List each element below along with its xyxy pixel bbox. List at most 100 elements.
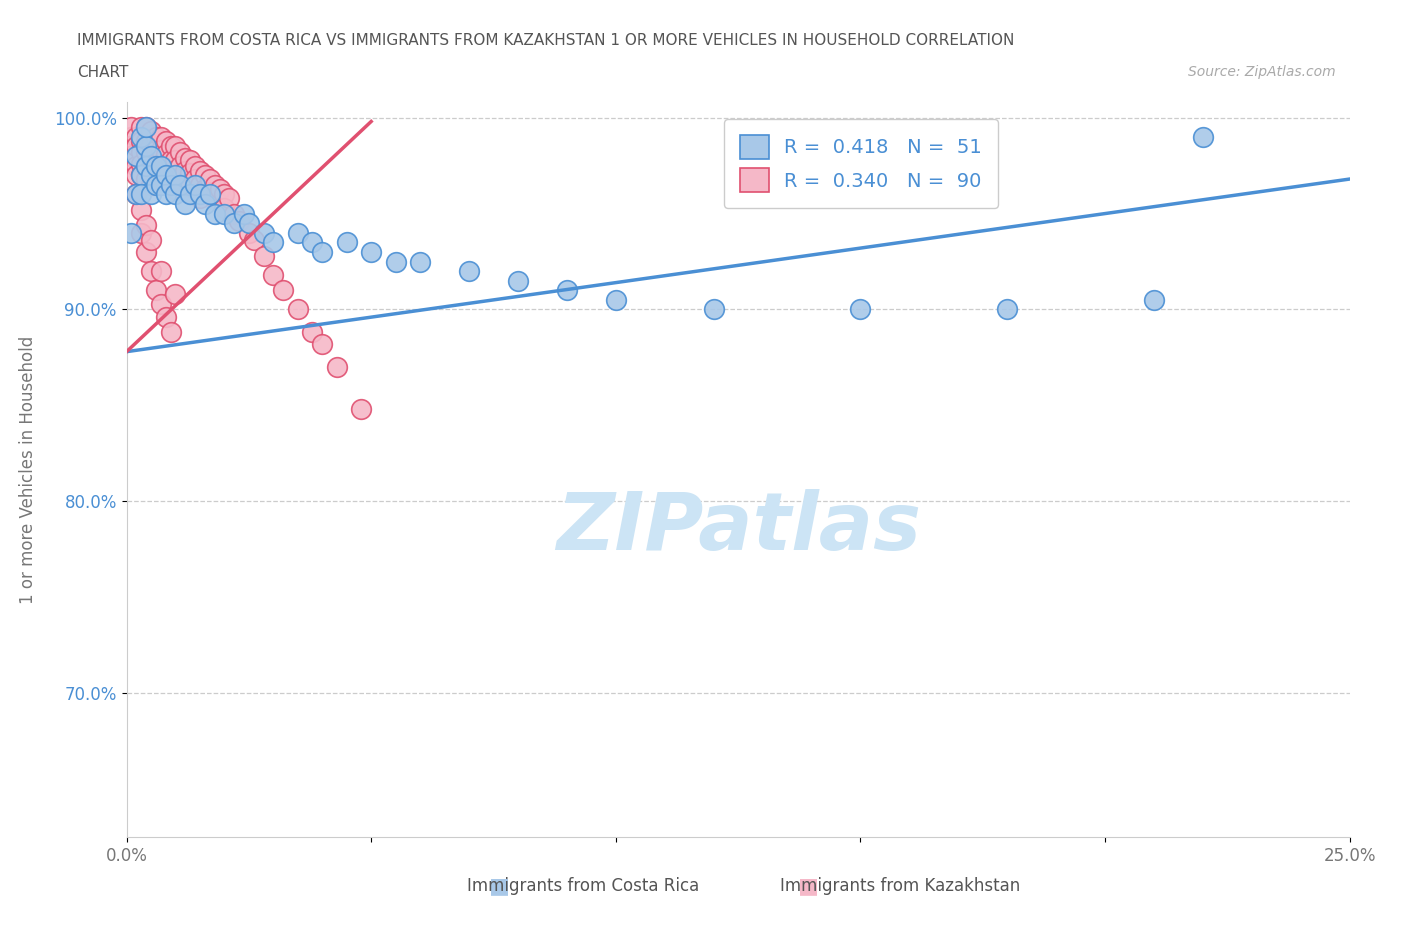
Point xyxy=(169,158,191,173)
Text: IMMIGRANTS FROM COSTA RICA VS IMMIGRANTS FROM KAZAKHSTAN 1 OR MORE VEHICLES IN H: IMMIGRANTS FROM COSTA RICA VS IMMIGRANTS… xyxy=(77,33,1015,47)
Point xyxy=(165,167,187,182)
Point xyxy=(125,187,148,202)
Point xyxy=(271,283,294,298)
Point xyxy=(165,153,187,167)
Point xyxy=(287,302,309,317)
Point xyxy=(165,187,187,202)
Point xyxy=(174,151,197,166)
Point xyxy=(1192,129,1215,144)
Point xyxy=(409,254,432,269)
Text: ZIPatlas: ZIPatlas xyxy=(555,489,921,567)
Point xyxy=(301,235,323,250)
Point xyxy=(129,167,152,182)
Point xyxy=(188,178,211,193)
Point xyxy=(301,326,323,340)
Point xyxy=(506,273,529,288)
Point xyxy=(287,225,309,240)
Point xyxy=(214,200,236,215)
Text: Immigrants from Costa Rica: Immigrants from Costa Rica xyxy=(467,877,700,896)
Point xyxy=(555,283,578,298)
Point xyxy=(139,167,162,182)
Point xyxy=(125,167,148,182)
Point xyxy=(169,178,191,193)
Point xyxy=(135,158,157,173)
Point xyxy=(159,139,181,153)
Point xyxy=(135,120,157,135)
Text: CHART: CHART xyxy=(77,65,129,80)
Point xyxy=(174,164,197,179)
Point xyxy=(129,129,152,144)
Point xyxy=(224,206,246,221)
Point xyxy=(135,245,157,259)
Point xyxy=(149,264,172,279)
Point xyxy=(350,402,373,417)
Point xyxy=(336,235,359,250)
Point xyxy=(135,139,157,153)
Point xyxy=(252,248,274,263)
Point xyxy=(155,310,177,325)
Point xyxy=(145,169,167,184)
Point xyxy=(120,129,142,144)
Point xyxy=(129,133,152,148)
Point xyxy=(995,302,1018,317)
Point xyxy=(198,185,221,200)
Legend: R =  0.418   N =  51, R =  0.340   N =  90: R = 0.418 N = 51, R = 0.340 N = 90 xyxy=(724,119,997,207)
Point xyxy=(139,178,162,193)
Point xyxy=(849,302,872,317)
Point xyxy=(169,172,191,187)
Point xyxy=(149,129,172,144)
Point xyxy=(184,158,207,173)
Point xyxy=(188,187,211,202)
Point xyxy=(139,151,162,166)
Point xyxy=(233,206,256,221)
Point xyxy=(135,120,157,135)
Point xyxy=(194,196,217,211)
Point xyxy=(179,166,201,180)
Point xyxy=(139,164,162,179)
Point xyxy=(1143,292,1166,307)
Point xyxy=(204,178,226,193)
Point xyxy=(139,264,162,279)
Point xyxy=(129,203,152,218)
Point xyxy=(311,337,333,352)
Point xyxy=(165,167,187,182)
Point xyxy=(139,233,162,248)
Point xyxy=(145,283,167,298)
Y-axis label: 1 or more Vehicles in Household: 1 or more Vehicles in Household xyxy=(20,336,37,604)
Point xyxy=(125,158,148,173)
Point xyxy=(149,169,172,184)
Point xyxy=(159,326,181,340)
Point xyxy=(139,187,162,202)
Point xyxy=(262,235,284,250)
Point xyxy=(129,120,152,135)
Point xyxy=(179,179,201,194)
Point xyxy=(120,149,142,164)
Text: ■: ■ xyxy=(799,876,818,897)
Point xyxy=(155,174,177,189)
Point xyxy=(129,187,152,202)
Point xyxy=(155,187,177,202)
Point xyxy=(174,196,197,211)
Point xyxy=(145,178,167,193)
Point xyxy=(125,139,148,153)
Point xyxy=(120,225,142,240)
Point xyxy=(135,133,157,148)
Point xyxy=(145,156,167,171)
Point xyxy=(159,166,181,180)
Point xyxy=(125,129,148,144)
Point xyxy=(149,143,172,158)
Point xyxy=(326,360,349,375)
Point xyxy=(165,139,187,153)
Point xyxy=(179,187,201,202)
Point xyxy=(198,187,221,202)
Point xyxy=(311,245,333,259)
Point xyxy=(165,286,187,301)
Point xyxy=(129,156,152,171)
Point xyxy=(135,172,157,187)
Point xyxy=(262,268,284,283)
Text: Immigrants from Kazakhstan: Immigrants from Kazakhstan xyxy=(780,877,1019,896)
Point xyxy=(145,129,167,144)
Point xyxy=(214,187,236,202)
Point xyxy=(198,172,221,187)
Point xyxy=(204,191,226,206)
